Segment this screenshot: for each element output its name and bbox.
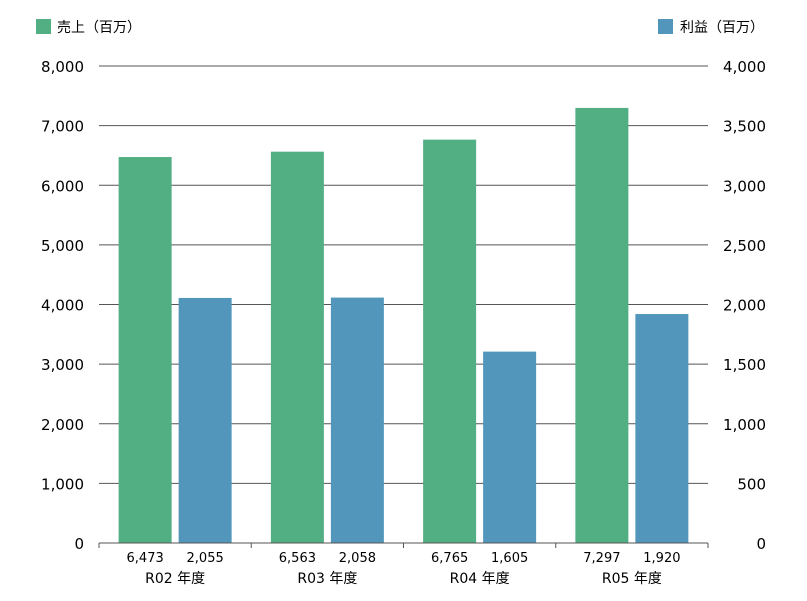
bar-profit [635, 314, 689, 543]
right-axis-ticks: 0 500 1,000 1,500 2,000 2,500 3,000 3,500 4,000 [723, 58, 766, 553]
value-label-profit: 1,605 [491, 551, 528, 566]
value-label-profit: 1,920 [643, 551, 680, 566]
left-tick-label: 6,000 [41, 177, 84, 195]
value-label-profit: 2,058 [339, 551, 376, 566]
category-labels: R02 年度 R03 年度 R04 年度 R05 年度 [145, 571, 662, 587]
legend-swatch-sales [36, 19, 51, 34]
left-tick-label: 3,000 [41, 356, 84, 374]
category-label: R04 年度 [450, 571, 510, 587]
value-labels: 6,473 2,055 6,563 2,058 6,765 1,605 7,297 1,920 [127, 551, 681, 566]
right-tick-label: 500 [737, 475, 766, 493]
right-tick-label: 1,000 [723, 416, 766, 434]
right-tick-label: 3,000 [723, 177, 766, 195]
left-tick-label: 4,000 [41, 297, 84, 315]
value-label-sales: 6,473 [127, 551, 164, 566]
value-label-sales: 6,765 [431, 551, 468, 566]
bar-profit [483, 351, 537, 543]
bar-sales [118, 157, 172, 544]
right-tick-label: 2,000 [723, 297, 766, 315]
left-axis-ticks: 0 1,000 2,000 3,000 4,000 5,000 6,000 7,000 8,00… [41, 58, 84, 553]
value-label-sales: 7,297 [583, 551, 620, 566]
left-tick-label: 1,000 [41, 475, 84, 493]
value-label-sales: 6,563 [279, 551, 316, 566]
category-label: R02 年度 [145, 571, 205, 587]
left-tick-label: 7,000 [41, 118, 84, 136]
x-axis [98, 542, 709, 548]
right-tick-label: 0 [756, 535, 766, 553]
left-tick-label: 2,000 [41, 416, 84, 434]
bars [118, 107, 689, 544]
right-tick-label: 1,500 [723, 356, 766, 374]
category-label: R03 年度 [297, 571, 357, 587]
legend: 売上（百万） 利益（百万） [36, 19, 764, 36]
right-tick-label: 4,000 [723, 58, 766, 76]
right-tick-label: 3,500 [723, 118, 766, 136]
right-tick-label: 2,500 [723, 237, 766, 255]
bar-sales [423, 139, 477, 543]
value-label-profit: 2,055 [187, 551, 224, 566]
legend-label-profit: 利益（百万） [680, 20, 764, 36]
left-tick-label: 8,000 [41, 58, 84, 76]
bar-profit [330, 297, 384, 543]
legend-swatch-profit [658, 19, 673, 34]
bar-profit [178, 297, 232, 543]
category-label: R05 年度 [602, 571, 662, 587]
bar-sales [575, 107, 629, 543]
left-tick-label: 0 [74, 535, 84, 553]
bar-sales [270, 151, 324, 543]
left-tick-label: 5,000 [41, 237, 84, 255]
legend-label-sales: 売上（百万） [57, 20, 141, 36]
